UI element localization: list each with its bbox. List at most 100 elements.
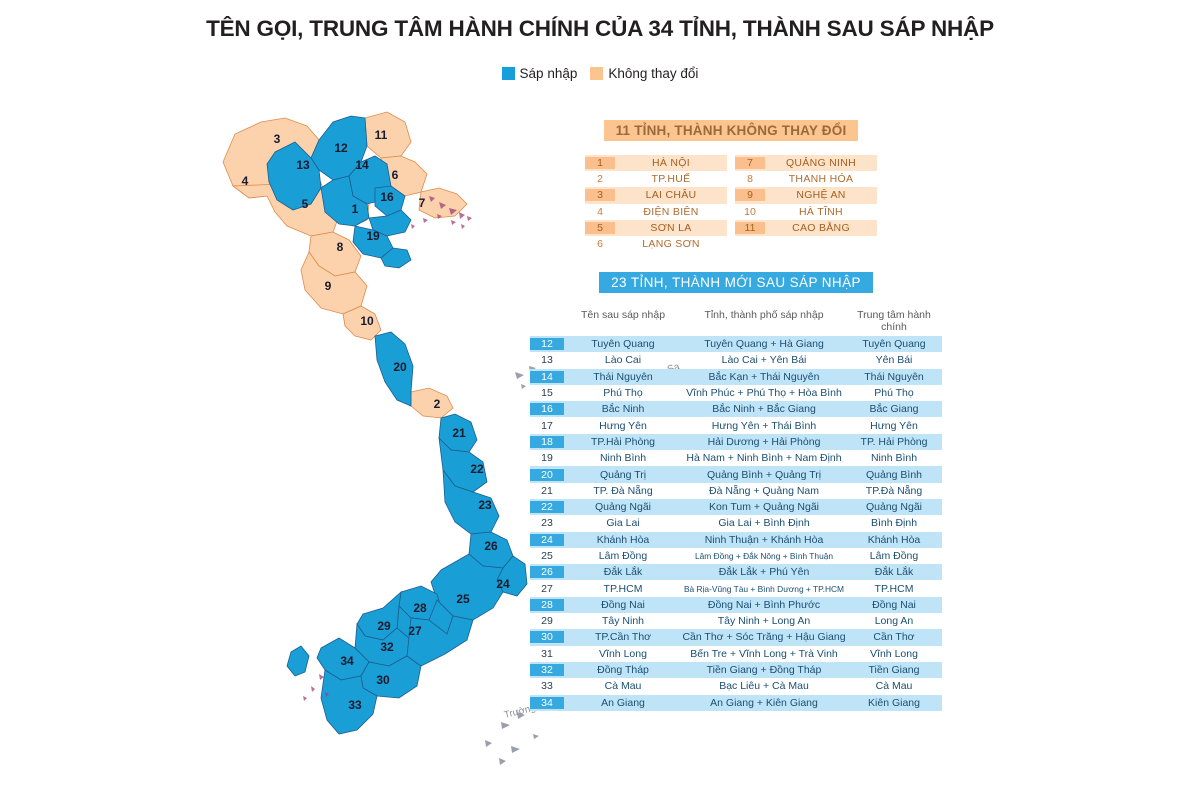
map-province-number: 26 — [484, 539, 498, 553]
merged-row-new-name: Đồng Tháp — [597, 664, 649, 677]
merged-row-new-name: Vĩnh Long — [599, 647, 647, 660]
merged-row-source: Quảng Bình + Quảng Trị — [706, 468, 822, 481]
merged-row-number: 20 — [530, 468, 564, 481]
unchanged-banner: 11 TỈNH, THÀNH KHÔNG THAY ĐỔI — [603, 120, 859, 141]
merged-row-number: 29 — [541, 615, 553, 628]
merged-provinces-panel: 23 TỈNH, THÀNH MỚI SAU SÁP NHẬP Tên sau … — [530, 272, 942, 711]
unchanged-row: 9 NGHỆ AN — [735, 187, 877, 204]
merged-table-row: 16 Bắc Ninh Bắc Ninh + Bắc Giang Bắc Giang — [530, 401, 942, 418]
map-province-number: 21 — [452, 426, 466, 440]
unchanged-row: 2 TP.HUẾ — [585, 171, 727, 187]
map-province-number: 11 — [375, 128, 388, 142]
legend-label-unchanged: Không thay đổi — [608, 66, 699, 81]
unchanged-row-number: 10 — [744, 205, 756, 218]
merged-table-row: 21 TP. Đà Nẵng Đà Nẵng + Quảng Nam TP.Đà Nẵ… — [530, 483, 942, 499]
merged-row-new-name: Bắc Ninh — [601, 403, 645, 416]
header-source-provinces: Tỉnh, thành phố sáp nhập — [704, 309, 824, 321]
merged-row-source: Bến Tre + Vĩnh Long + Trà Vinh — [690, 647, 838, 660]
merged-row-capital: Long An — [874, 615, 914, 628]
merged-row-new-name: Tây Ninh — [601, 615, 644, 628]
merged-row-number: 12 — [530, 338, 564, 351]
map-province-number: 24 — [496, 577, 510, 591]
legend: Sáp nhập Không thay đổi — [0, 66, 1200, 81]
map-province-number: 5 — [302, 197, 309, 211]
map-province-number: 6 — [392, 168, 399, 182]
merged-row-capital: Hưng Yên — [870, 419, 918, 432]
merged-table-row: 30 TP.Cần Thơ Cần Thơ + Sóc Trăng + Hậu Gi… — [530, 629, 942, 646]
merged-row-number: 19 — [541, 452, 553, 465]
map-province-number: 9 — [325, 279, 332, 293]
merged-row-source: Tiền Giang + Đồng Tháp — [706, 664, 822, 677]
merged-row-capital: Thái Nguyên — [864, 370, 924, 383]
map-province-number: 19 — [366, 229, 380, 243]
unchanged-row-name: HÀ NỘI — [652, 157, 690, 170]
merged-row-capital: Lâm Đồng — [869, 550, 919, 562]
merged-row-number: 28 — [530, 598, 564, 611]
merged-row-new-name: Quảng Ngãi — [594, 501, 652, 514]
map-province-number: 28 — [413, 601, 427, 615]
merged-row-source: Bà Rịa-Vũng Tàu + Bình Dương + TP.HCM — [683, 583, 845, 594]
merged-row-number: 24 — [530, 533, 564, 546]
merged-row-number: 23 — [541, 517, 553, 530]
merged-row-source: Tuyên Quang + Hà Giang — [704, 338, 824, 351]
header-num — [530, 309, 564, 333]
merged-table-row: 32 Đồng Tháp Tiền Giang + Đồng Tháp Tiền Gi… — [530, 661, 942, 679]
merged-row-source: Bắc Kạn + Thái Nguyên — [708, 370, 820, 383]
merged-row-source: Ninh Thuận + Khánh Hòa — [704, 533, 824, 546]
map-province-number: 14 — [355, 158, 369, 172]
merged-row-capital: Đồng Nai — [872, 598, 916, 611]
merged-row-new-name: Gia Lai — [606, 517, 640, 530]
map-province-number: 25 — [456, 592, 470, 606]
unchanged-row-name: NGHỆ AN — [796, 189, 846, 202]
merged-table-row: 13 Lào Cai Lào Cai + Yên Bái Yên Bái — [530, 352, 942, 368]
header-capital: Trung tâm hành chính — [857, 309, 931, 333]
merged-row-capital: TP.Đà Nẵng — [865, 484, 923, 497]
unchanged-row: 4 ĐIỆN BIÊN — [585, 204, 727, 220]
merged-row-number: 32 — [530, 664, 564, 677]
merged-row-source: Bắc Ninh + Bắc Giang — [712, 403, 816, 416]
merged-row-capital: Bình Định — [870, 517, 918, 530]
merged-banner: 23 TỈNH, THÀNH MỚI SAU SÁP NHẬP — [599, 272, 873, 293]
map-province-number: 8 — [337, 240, 344, 254]
unchanged-row: 1 HÀ NỘI — [585, 155, 727, 172]
merged-row-source: Lào Cai + Yên Bái — [721, 354, 807, 367]
merged-row-capital: Phú Thọ — [874, 387, 914, 400]
unchanged-row-name: HÀ TĨNH — [799, 205, 843, 218]
merged-row-number: 30 — [530, 631, 564, 644]
unchanged-row-name: SƠN LA — [650, 221, 692, 234]
merged-table-row: 26 Đắk Lắk Đắk Lắk + Phú Yên Đắk Lắk — [530, 564, 942, 581]
merged-row-number: 14 — [530, 370, 564, 383]
merged-row-new-name: Lào Cai — [604, 354, 642, 367]
merged-table-row: 33 Cà Mau Bạc Liêu + Cà Mau Cà Mau — [530, 678, 942, 694]
merged-row-capital: TP. Hải Phòng — [860, 435, 928, 448]
merged-table-row: 17 Hưng Yên Hưng Yên + Thái Bình Hưng Yên — [530, 417, 942, 433]
merged-row-source: Tây Ninh + Long An — [717, 615, 811, 628]
legend-swatch-merged — [501, 67, 515, 80]
merged-table-row: 14 Thái Nguyên Bắc Kạn + Thái Nguyên Thái N… — [530, 368, 942, 385]
merged-row-number: 22 — [530, 501, 564, 514]
merged-row-source: Hà Nam + Ninh Bình + Nam Định — [686, 452, 842, 465]
map-coast-islands — [303, 196, 472, 701]
merged-row-new-name: Lâm Đồng — [598, 550, 648, 562]
map-province-number: 27 — [408, 624, 422, 638]
merged-row-number: 25 — [541, 550, 553, 562]
unchanged-row: 10 HÀ TĨNH — [735, 204, 877, 220]
unchanged-list-right: 7 QUẢNG NINH 8 THANH HÓA 9 NGHỆ AN 10 HÀ TĨNH 11… — [735, 155, 877, 252]
merged-row-new-name: Cà Mau — [604, 680, 642, 693]
merged-table-row: 18 TP.Hải Phòng Hải Dương + Hải Phòng TP. H… — [530, 433, 942, 451]
map-province-number: 16 — [380, 190, 394, 204]
merged-row-new-name: Phú Thọ — [603, 387, 643, 400]
vietnam-map: Trường Sa 3 4 5 11 12 13 14 6 7 16 1 19 8 9 10 20 2 21 22 2… — [215, 100, 635, 780]
merged-row-number: 18 — [530, 435, 564, 448]
map-province-number: 4 — [242, 174, 249, 188]
unchanged-row-number: 4 — [597, 205, 603, 218]
map-province-number: 20 — [393, 360, 407, 374]
unchanged-row-name: ĐIỆN BIÊN — [643, 205, 699, 218]
merged-row-source: Vĩnh Phúc + Phú Thọ + Hòa Bình — [686, 387, 842, 400]
merged-row-new-name: TP.HCM — [603, 582, 643, 595]
merged-row-new-name: An Giang — [601, 696, 645, 709]
merged-table-row: 22 Quảng Ngãi Kon Tum + Quảng Ngãi Quảng Ng… — [530, 498, 942, 516]
legend-item-merged: Sáp nhập — [501, 66, 577, 81]
legend-swatch-unchanged — [590, 67, 604, 80]
unchanged-row: 6 LẠNG SƠN — [585, 236, 727, 252]
